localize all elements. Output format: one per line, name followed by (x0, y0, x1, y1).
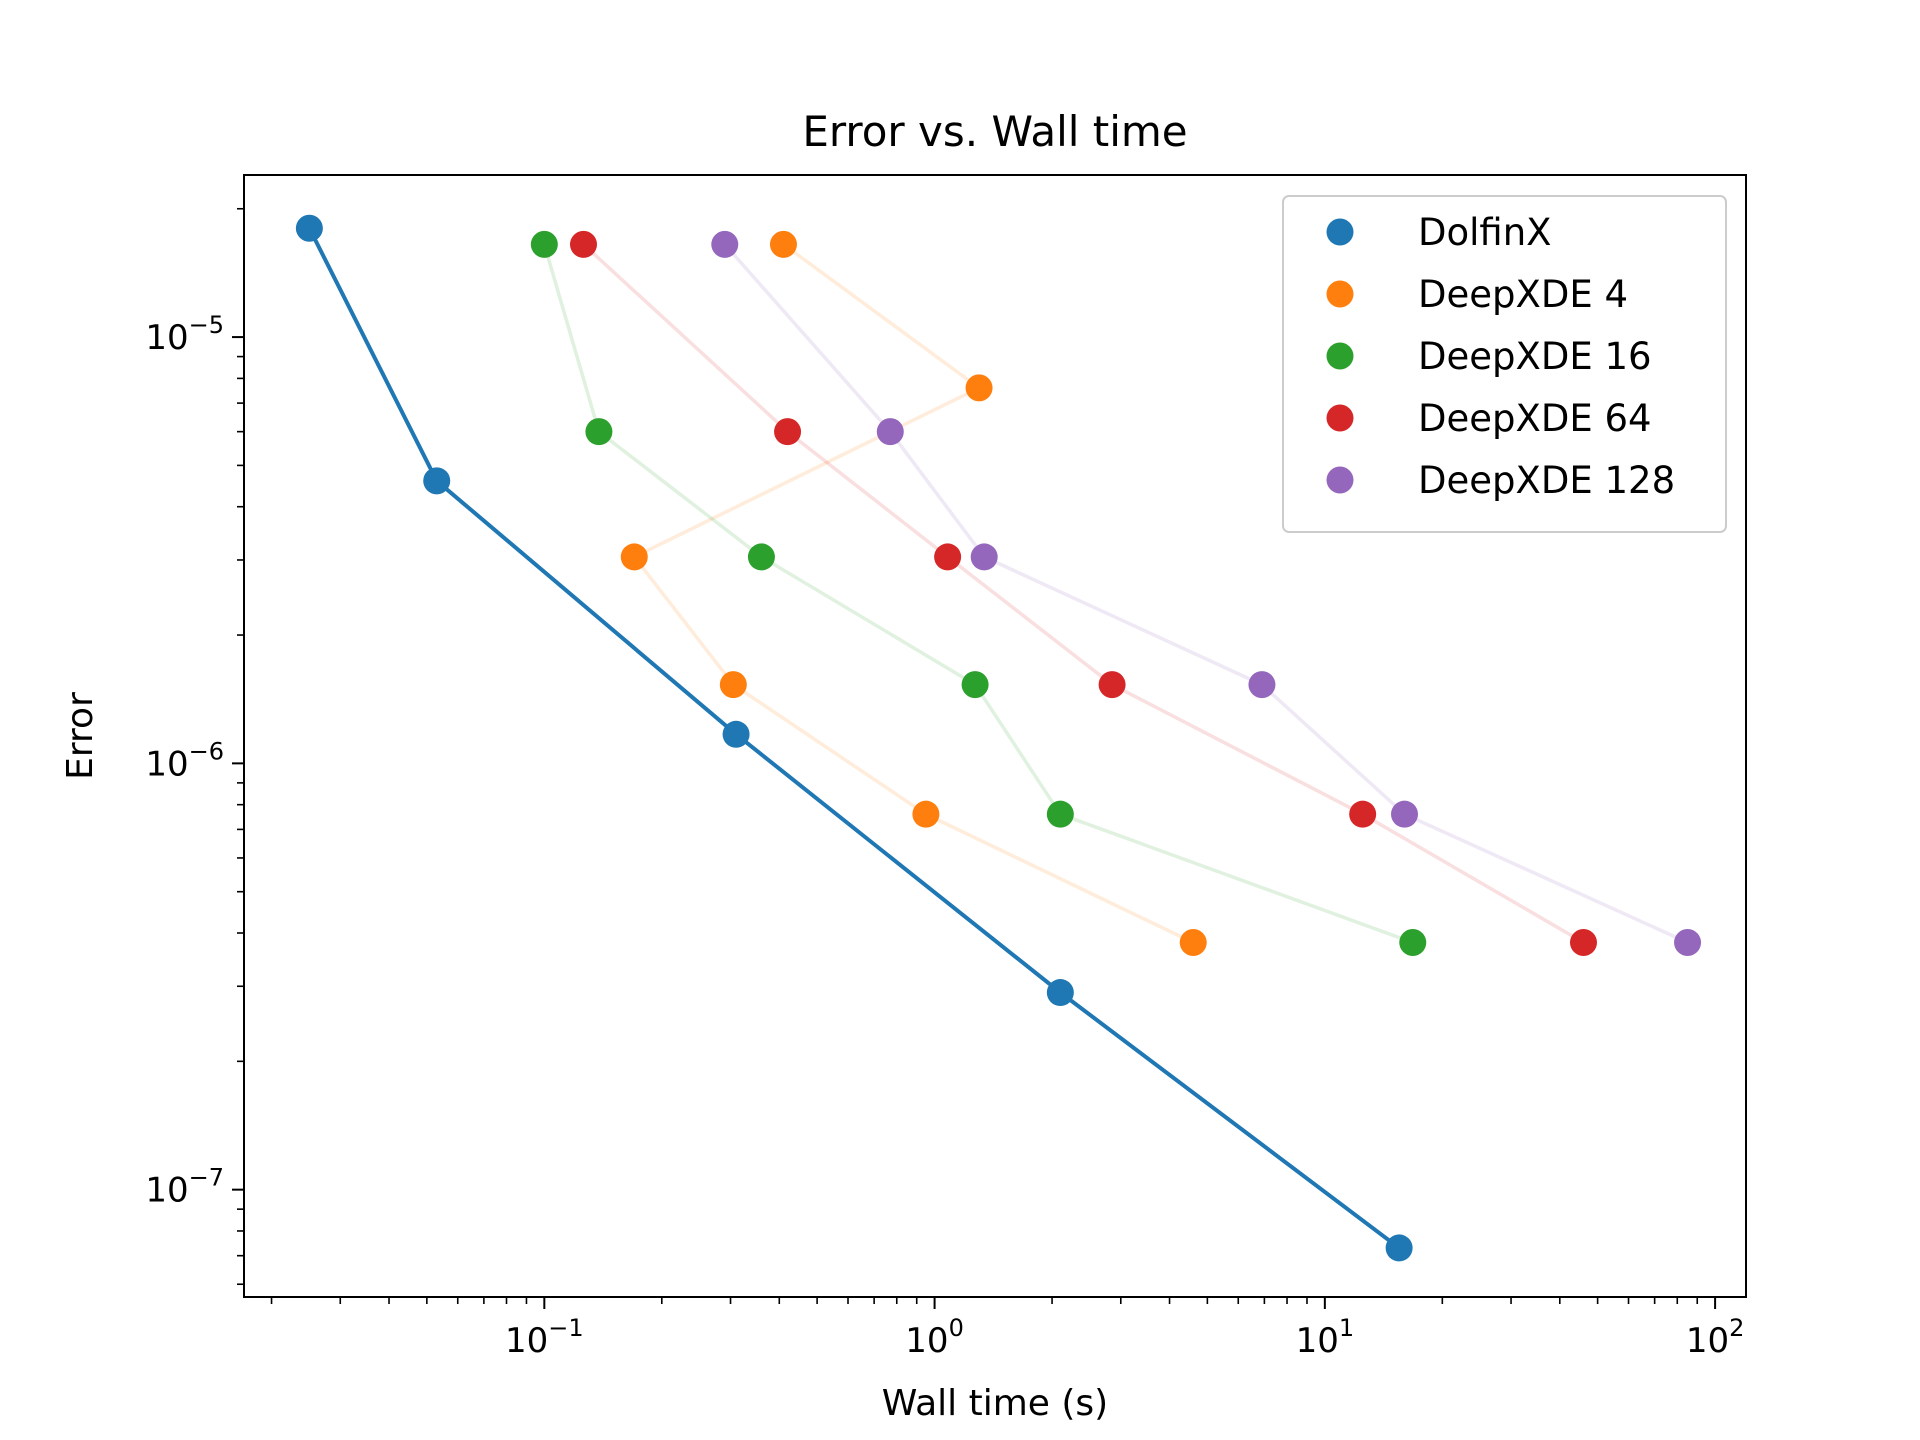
plot-area (295, 214, 1702, 1262)
data-point (934, 543, 962, 571)
series-line (542, 243, 1414, 945)
x-tick-exponent: 0 (949, 1314, 964, 1342)
data-point (719, 671, 747, 699)
y-tick-label: 10−7 (145, 1164, 224, 1211)
data-point (912, 800, 940, 828)
legend-marker (1326, 466, 1354, 494)
y-tick-base: 10 (145, 1171, 188, 1211)
legend-label: DolfinX (1418, 211, 1552, 254)
y-axis: 10−510−610−7 (145, 207, 244, 1286)
data-point (722, 720, 750, 748)
y-axis-label: Error (60, 692, 101, 780)
legend-label: DeepXDE 4 (1418, 273, 1628, 316)
legend-box (1282, 195, 1727, 533)
x-tick-base: 10 (905, 1321, 948, 1361)
data-point (1179, 929, 1207, 957)
y-tick-exponent: −7 (189, 1164, 224, 1192)
x-tick-label: 100 (905, 1314, 964, 1361)
data-point (1674, 929, 1702, 957)
series-line (582, 243, 1585, 945)
data-point (965, 374, 993, 402)
y-tick-label: 10−5 (145, 311, 224, 358)
data-point (530, 230, 558, 258)
legend-marker (1326, 218, 1354, 246)
legend-label: DeepXDE 128 (1418, 459, 1675, 502)
data-point (295, 214, 323, 242)
data-point (1569, 929, 1597, 957)
legend-marker (1326, 404, 1354, 432)
data-point (1385, 1234, 1413, 1262)
data-point (961, 671, 989, 699)
x-tick-exponent: −1 (548, 1314, 583, 1342)
data-point (774, 418, 802, 446)
legend-label: DeepXDE 16 (1418, 335, 1652, 378)
axes-frame (243, 174, 1747, 1298)
data-point (1248, 671, 1276, 699)
x-axis: 10−1 100 101 102 (270, 1297, 1745, 1361)
x-tick-exponent: 2 (1729, 1314, 1744, 1342)
legend-label: DeepXDE 64 (1418, 397, 1652, 440)
x-tick-label: 10−1 (505, 1314, 584, 1361)
x-tick-exponent: 1 (1339, 1314, 1354, 1342)
series-line (723, 243, 1689, 945)
x-axis-label: Wall time (s) (882, 1383, 1108, 1424)
data-point (569, 230, 597, 258)
chart-title: Error vs. Wall time (802, 107, 1187, 156)
data-point (423, 467, 451, 495)
x-tick-label: 102 (1686, 1314, 1745, 1361)
legend-marker (1326, 342, 1354, 370)
x-tick-base: 10 (1686, 1321, 1729, 1361)
y-tick-exponent: −6 (189, 737, 224, 765)
data-point (876, 418, 904, 446)
data-point (1098, 671, 1126, 699)
data-point (1391, 800, 1418, 828)
x-tick-label: 101 (1296, 1314, 1355, 1361)
data-point (620, 543, 648, 571)
data-point (1046, 979, 1074, 1007)
data-point (1046, 800, 1074, 828)
data-point (585, 418, 613, 446)
x-tick-base: 10 (1296, 1321, 1339, 1361)
data-point (970, 543, 998, 571)
y-tick-base: 10 (145, 744, 188, 784)
y-tick-label: 10−6 (145, 737, 224, 784)
data-point (711, 230, 739, 258)
data-point (769, 230, 797, 258)
data-point (1399, 929, 1427, 957)
y-tick-base: 10 (145, 318, 188, 358)
legend: DolfinX DeepXDE 4 DeepXDE 16 DeepXDE 64 Deep… (1282, 195, 1727, 533)
series-line (632, 242, 1194, 945)
y-tick-exponent: −5 (189, 311, 224, 339)
x-tick-base: 10 (505, 1321, 548, 1361)
data-point (1349, 800, 1377, 828)
data-point (747, 543, 775, 571)
legend-marker (1326, 280, 1354, 308)
